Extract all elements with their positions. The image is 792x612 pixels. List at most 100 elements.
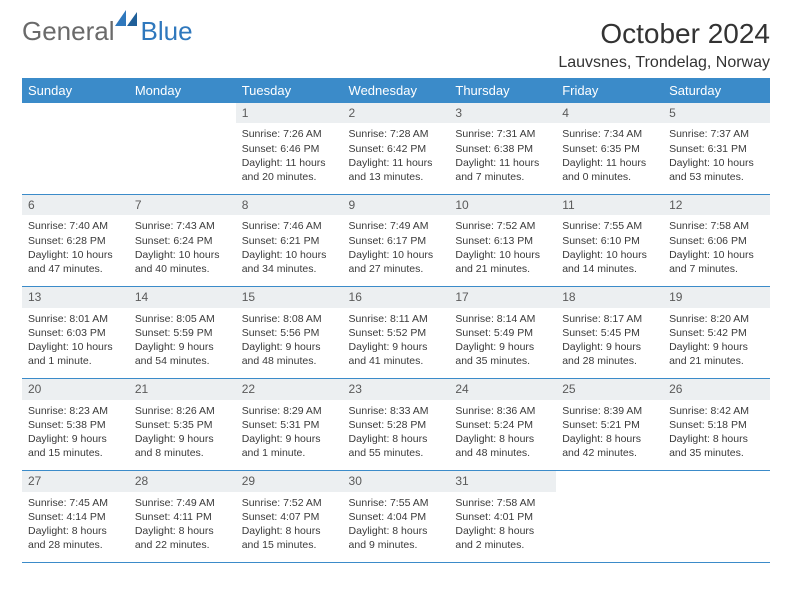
calendar-week: 6Sunrise: 7:40 AMSunset: 6:28 PMDaylight… bbox=[22, 195, 770, 287]
sunrise-text: Sunrise: 7:58 AM bbox=[669, 219, 764, 233]
calendar-cell: 4Sunrise: 7:34 AMSunset: 6:35 PMDaylight… bbox=[556, 103, 663, 195]
daylight-text: Daylight: 8 hours and 2 minutes. bbox=[455, 524, 550, 552]
day-details: Sunrise: 8:17 AMSunset: 5:45 PMDaylight:… bbox=[556, 308, 663, 379]
calendar-cell: 9Sunrise: 7:49 AMSunset: 6:17 PMDaylight… bbox=[343, 195, 450, 287]
day-details: Sunrise: 7:37 AMSunset: 6:31 PMDaylight:… bbox=[663, 123, 770, 194]
logo: General Blue bbox=[22, 18, 193, 44]
sunrise-text: Sunrise: 7:43 AM bbox=[135, 219, 230, 233]
day-number: 12 bbox=[663, 195, 770, 215]
day-number: 14 bbox=[129, 287, 236, 307]
day-number: 20 bbox=[22, 379, 129, 399]
sunrise-text: Sunrise: 7:52 AM bbox=[455, 219, 550, 233]
calendar-cell: 29Sunrise: 7:52 AMSunset: 4:07 PMDayligh… bbox=[236, 471, 343, 563]
daylight-text: Daylight: 8 hours and 28 minutes. bbox=[28, 524, 123, 552]
day-details: Sunrise: 7:45 AMSunset: 4:14 PMDaylight:… bbox=[22, 492, 129, 563]
day-details: Sunrise: 8:11 AMSunset: 5:52 PMDaylight:… bbox=[343, 308, 450, 379]
daylight-text: Daylight: 8 hours and 9 minutes. bbox=[349, 524, 444, 552]
daylight-text: Daylight: 8 hours and 22 minutes. bbox=[135, 524, 230, 552]
day-header: Friday bbox=[556, 78, 663, 103]
sunset-text: Sunset: 5:52 PM bbox=[349, 326, 444, 340]
calendar-cell: 15Sunrise: 8:08 AMSunset: 5:56 PMDayligh… bbox=[236, 287, 343, 379]
day-details: Sunrise: 7:58 AMSunset: 6:06 PMDaylight:… bbox=[663, 215, 770, 286]
day-details: Sunrise: 7:34 AMSunset: 6:35 PMDaylight:… bbox=[556, 123, 663, 194]
sunrise-text: Sunrise: 8:08 AM bbox=[242, 312, 337, 326]
daylight-text: Daylight: 8 hours and 48 minutes. bbox=[455, 432, 550, 460]
daylight-text: Daylight: 10 hours and 47 minutes. bbox=[28, 248, 123, 276]
sunrise-text: Sunrise: 8:17 AM bbox=[562, 312, 657, 326]
calendar-cell: 18Sunrise: 8:17 AMSunset: 5:45 PMDayligh… bbox=[556, 287, 663, 379]
sunrise-text: Sunrise: 7:28 AM bbox=[349, 127, 444, 141]
day-details: Sunrise: 7:31 AMSunset: 6:38 PMDaylight:… bbox=[449, 123, 556, 194]
calendar-cell: 20Sunrise: 8:23 AMSunset: 5:38 PMDayligh… bbox=[22, 379, 129, 471]
day-details: Sunrise: 8:05 AMSunset: 5:59 PMDaylight:… bbox=[129, 308, 236, 379]
daylight-text: Daylight: 11 hours and 7 minutes. bbox=[455, 156, 550, 184]
day-details: Sunrise: 7:40 AMSunset: 6:28 PMDaylight:… bbox=[22, 215, 129, 286]
daylight-text: Daylight: 10 hours and 1 minute. bbox=[28, 340, 123, 368]
day-number: 21 bbox=[129, 379, 236, 399]
sunrise-text: Sunrise: 7:55 AM bbox=[562, 219, 657, 233]
day-details: Sunrise: 7:46 AMSunset: 6:21 PMDaylight:… bbox=[236, 215, 343, 286]
calendar-cell: 7Sunrise: 7:43 AMSunset: 6:24 PMDaylight… bbox=[129, 195, 236, 287]
day-details: Sunrise: 8:26 AMSunset: 5:35 PMDaylight:… bbox=[129, 400, 236, 471]
day-header: Wednesday bbox=[343, 78, 450, 103]
calendar-cell: 12Sunrise: 7:58 AMSunset: 6:06 PMDayligh… bbox=[663, 195, 770, 287]
calendar-cell: 1Sunrise: 7:26 AMSunset: 6:46 PMDaylight… bbox=[236, 103, 343, 195]
day-details: Sunrise: 8:33 AMSunset: 5:28 PMDaylight:… bbox=[343, 400, 450, 471]
calendar-week: 20Sunrise: 8:23 AMSunset: 5:38 PMDayligh… bbox=[22, 379, 770, 471]
day-number: 13 bbox=[22, 287, 129, 307]
day-details: Sunrise: 7:52 AMSunset: 6:13 PMDaylight:… bbox=[449, 215, 556, 286]
calendar-cell: 2Sunrise: 7:28 AMSunset: 6:42 PMDaylight… bbox=[343, 103, 450, 195]
day-details: Sunrise: 7:28 AMSunset: 6:42 PMDaylight:… bbox=[343, 123, 450, 194]
daylight-text: Daylight: 10 hours and 34 minutes. bbox=[242, 248, 337, 276]
day-number: 29 bbox=[236, 471, 343, 491]
calendar-week: 13Sunrise: 8:01 AMSunset: 6:03 PMDayligh… bbox=[22, 287, 770, 379]
sunset-text: Sunset: 6:31 PM bbox=[669, 142, 764, 156]
sunset-text: Sunset: 4:01 PM bbox=[455, 510, 550, 524]
calendar-cell: 21Sunrise: 8:26 AMSunset: 5:35 PMDayligh… bbox=[129, 379, 236, 471]
day-header: Tuesday bbox=[236, 78, 343, 103]
sunset-text: Sunset: 4:11 PM bbox=[135, 510, 230, 524]
day-number: 2 bbox=[343, 103, 450, 123]
daylight-text: Daylight: 10 hours and 40 minutes. bbox=[135, 248, 230, 276]
calendar-cell: . bbox=[129, 103, 236, 195]
day-details: Sunrise: 8:23 AMSunset: 5:38 PMDaylight:… bbox=[22, 400, 129, 471]
day-details: Sunrise: 7:55 AMSunset: 4:04 PMDaylight:… bbox=[343, 492, 450, 563]
daylight-text: Daylight: 9 hours and 54 minutes. bbox=[135, 340, 230, 368]
calendar-cell: 10Sunrise: 7:52 AMSunset: 6:13 PMDayligh… bbox=[449, 195, 556, 287]
calendar-cell: 26Sunrise: 8:42 AMSunset: 5:18 PMDayligh… bbox=[663, 379, 770, 471]
sunset-text: Sunset: 6:24 PM bbox=[135, 234, 230, 248]
daylight-text: Daylight: 8 hours and 55 minutes. bbox=[349, 432, 444, 460]
sunrise-text: Sunrise: 8:14 AM bbox=[455, 312, 550, 326]
sunrise-text: Sunrise: 8:23 AM bbox=[28, 404, 123, 418]
sunset-text: Sunset: 6:28 PM bbox=[28, 234, 123, 248]
sunrise-text: Sunrise: 8:36 AM bbox=[455, 404, 550, 418]
calendar-week: 27Sunrise: 7:45 AMSunset: 4:14 PMDayligh… bbox=[22, 471, 770, 563]
calendar-cell: 8Sunrise: 7:46 AMSunset: 6:21 PMDaylight… bbox=[236, 195, 343, 287]
sunrise-text: Sunrise: 7:55 AM bbox=[349, 496, 444, 510]
daylight-text: Daylight: 10 hours and 27 minutes. bbox=[349, 248, 444, 276]
sunrise-text: Sunrise: 7:45 AM bbox=[28, 496, 123, 510]
day-number: 18 bbox=[556, 287, 663, 307]
daylight-text: Daylight: 10 hours and 7 minutes. bbox=[669, 248, 764, 276]
calendar-cell: 14Sunrise: 8:05 AMSunset: 5:59 PMDayligh… bbox=[129, 287, 236, 379]
logo-text-blue: Blue bbox=[141, 18, 193, 44]
page-header: General Blue October 2024 Lauvsnes, Tron… bbox=[22, 18, 770, 72]
daylight-text: Daylight: 10 hours and 21 minutes. bbox=[455, 248, 550, 276]
day-header: Monday bbox=[129, 78, 236, 103]
daylight-text: Daylight: 9 hours and 21 minutes. bbox=[669, 340, 764, 368]
calendar-head: SundayMondayTuesdayWednesdayThursdayFrid… bbox=[22, 78, 770, 103]
day-number: 31 bbox=[449, 471, 556, 491]
day-number: 19 bbox=[663, 287, 770, 307]
daylight-text: Daylight: 10 hours and 14 minutes. bbox=[562, 248, 657, 276]
day-details: Sunrise: 7:49 AMSunset: 4:11 PMDaylight:… bbox=[129, 492, 236, 563]
calendar-cell: 19Sunrise: 8:20 AMSunset: 5:42 PMDayligh… bbox=[663, 287, 770, 379]
day-number: 28 bbox=[129, 471, 236, 491]
sunrise-text: Sunrise: 7:52 AM bbox=[242, 496, 337, 510]
sunrise-text: Sunrise: 8:05 AM bbox=[135, 312, 230, 326]
sunrise-text: Sunrise: 7:26 AM bbox=[242, 127, 337, 141]
sunset-text: Sunset: 5:18 PM bbox=[669, 418, 764, 432]
day-number: 24 bbox=[449, 379, 556, 399]
sunset-text: Sunset: 4:04 PM bbox=[349, 510, 444, 524]
sunrise-text: Sunrise: 8:26 AM bbox=[135, 404, 230, 418]
sunset-text: Sunset: 5:49 PM bbox=[455, 326, 550, 340]
